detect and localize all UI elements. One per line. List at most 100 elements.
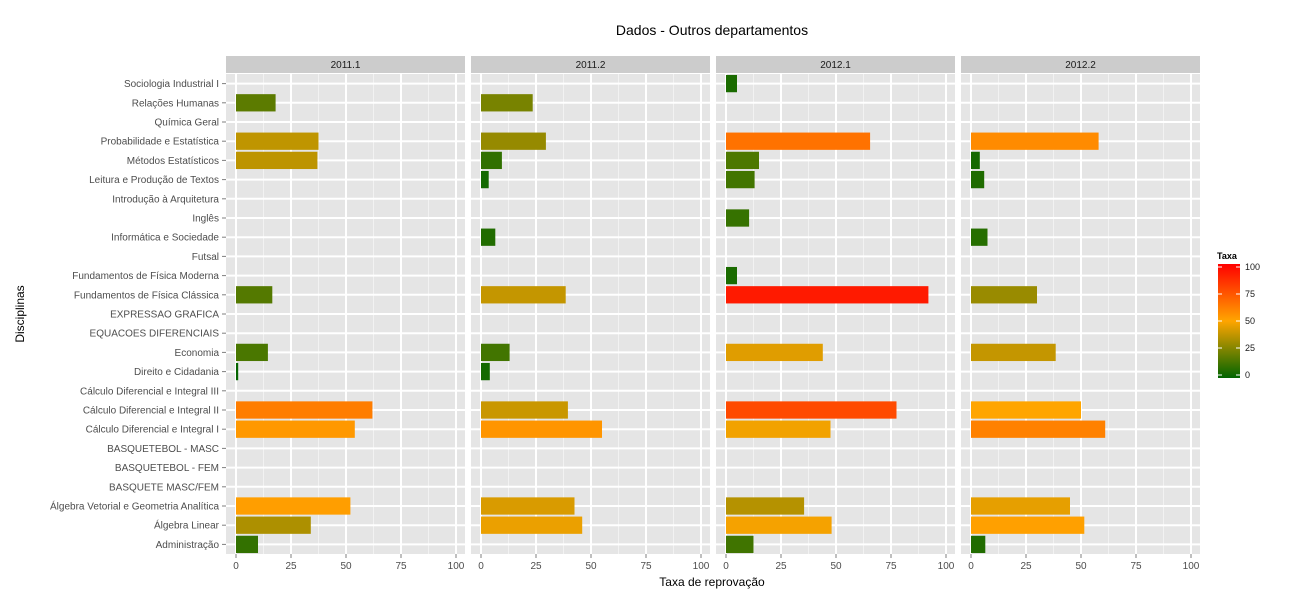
bar bbox=[726, 266, 737, 285]
bar bbox=[726, 151, 759, 170]
x-tick-label: 25 bbox=[530, 561, 542, 572]
bar bbox=[726, 209, 750, 227]
x-tick-label: 100 bbox=[448, 561, 465, 572]
y-tick-label: Métodos Estatísticos bbox=[127, 156, 219, 167]
x-tick-label: 50 bbox=[1075, 561, 1087, 572]
y-tick-label: BASQUETEBOL - FEM bbox=[115, 463, 219, 474]
facet-strip bbox=[961, 56, 1200, 73]
y-tick-label: Cálculo Diferencial e Integral II bbox=[83, 406, 219, 417]
facet-strip bbox=[471, 56, 710, 73]
x-tick-label: 100 bbox=[693, 561, 710, 572]
bar bbox=[726, 286, 929, 304]
bar bbox=[481, 94, 533, 112]
bar bbox=[971, 286, 1037, 304]
y-tick-label: Cálculo Diferencial e Integral I bbox=[86, 425, 219, 436]
bar bbox=[726, 401, 897, 419]
bar bbox=[726, 516, 832, 534]
legend: Taxa 0 25 50 75 100 bbox=[1217, 251, 1260, 380]
facet-strip-label: 2012.2 bbox=[1065, 60, 1096, 71]
x-axis-label: Taxa de reprovação bbox=[659, 575, 765, 589]
x-tick-label: 75 bbox=[1130, 561, 1142, 572]
bar bbox=[726, 497, 805, 515]
panel-2011.2: 2011.2 0 25 50 75 100 bbox=[471, 56, 710, 572]
x-tick-label: 0 bbox=[478, 561, 484, 572]
bar bbox=[971, 170, 985, 189]
x-tick-label: 100 bbox=[1183, 561, 1200, 572]
y-tick-label: Fundamentos de Física Clássica bbox=[74, 290, 220, 301]
bar bbox=[726, 170, 755, 189]
y-tick-label: Introdução à Arquitetura bbox=[112, 194, 219, 205]
panel-2012.2: 2012.2 0 25 50 75 100 bbox=[961, 56, 1200, 572]
bar bbox=[481, 343, 510, 362]
bar bbox=[236, 94, 276, 112]
x-tick-label: 25 bbox=[775, 561, 787, 572]
x-tick-label: 75 bbox=[395, 561, 407, 572]
chart-title: Dados - Outros departamentos bbox=[616, 22, 808, 38]
x-tick-label: 25 bbox=[285, 561, 297, 572]
bar bbox=[971, 228, 988, 246]
facet-strip-label: 2011.2 bbox=[576, 60, 606, 71]
bar bbox=[481, 286, 566, 304]
bar bbox=[971, 535, 986, 554]
y-tick-label: Futsal bbox=[192, 252, 219, 263]
bar bbox=[481, 497, 575, 515]
bar bbox=[481, 151, 502, 170]
x-tick-label: 0 bbox=[968, 561, 974, 572]
bar bbox=[481, 516, 583, 534]
legend-title: Taxa bbox=[1217, 251, 1238, 261]
y-tick-label: Sociologia Industrial I bbox=[124, 79, 219, 90]
bar bbox=[481, 362, 490, 381]
y-tick-label: EXPRESSAO GRAFICA bbox=[110, 310, 219, 321]
bar bbox=[726, 420, 831, 438]
panel-2011.1: 2011.1 0 25 50 75 100 bbox=[226, 56, 465, 572]
bar bbox=[481, 170, 489, 189]
y-tick-label: Relações Humanas bbox=[132, 98, 219, 109]
x-tick-label: 50 bbox=[340, 561, 352, 572]
y-tick-label: Probabilidade e Estatística bbox=[101, 137, 220, 148]
bar bbox=[236, 516, 311, 534]
legend-tick-label: 25 bbox=[1245, 343, 1255, 353]
legend-tick-label: 0 bbox=[1245, 370, 1250, 380]
y-tick-label: Economia bbox=[175, 348, 220, 359]
bar bbox=[481, 132, 546, 150]
legend-tick-label: 75 bbox=[1245, 289, 1255, 299]
legend-tick-label: 50 bbox=[1245, 316, 1255, 326]
y-tick-label: Fundamentos de Física Moderna bbox=[72, 271, 219, 282]
y-tick-label: BASQUETE MASC/FEM bbox=[109, 482, 219, 493]
y-axis-label: Disciplinas bbox=[13, 285, 27, 342]
x-tick-label: 75 bbox=[885, 561, 897, 572]
facet-strip bbox=[226, 56, 465, 73]
bar bbox=[481, 228, 496, 246]
legend-colorbar bbox=[1218, 264, 1240, 378]
x-tick-label: 25 bbox=[1020, 561, 1032, 572]
bar bbox=[971, 497, 1070, 515]
bar bbox=[236, 151, 318, 170]
bar bbox=[481, 420, 602, 438]
bar bbox=[236, 362, 239, 381]
bar bbox=[236, 286, 273, 304]
y-tick-label: Cálculo Diferencial e Integral III bbox=[80, 386, 219, 397]
bar bbox=[726, 74, 737, 93]
bar bbox=[236, 401, 373, 419]
y-tick-labels: Administração Álgebra Linear Álgebra Vetor… bbox=[50, 79, 226, 551]
x-tick-label: 100 bbox=[938, 561, 955, 572]
bar bbox=[971, 132, 1099, 150]
x-tick-label: 50 bbox=[830, 561, 842, 572]
bar bbox=[971, 151, 980, 170]
facet-strip-label: 2011.1 bbox=[331, 60, 361, 71]
bar bbox=[236, 497, 351, 515]
bar bbox=[726, 535, 754, 554]
x-tick-label: 0 bbox=[723, 561, 729, 572]
bar bbox=[236, 132, 319, 150]
bar bbox=[236, 420, 355, 438]
bar bbox=[726, 132, 871, 150]
bar bbox=[971, 343, 1056, 362]
facet-strip bbox=[716, 56, 955, 73]
bar bbox=[481, 401, 568, 419]
x-tick-label: 50 bbox=[585, 561, 597, 572]
legend-tick-label: 100 bbox=[1245, 262, 1260, 272]
bar bbox=[971, 516, 1085, 534]
bar bbox=[726, 343, 823, 362]
